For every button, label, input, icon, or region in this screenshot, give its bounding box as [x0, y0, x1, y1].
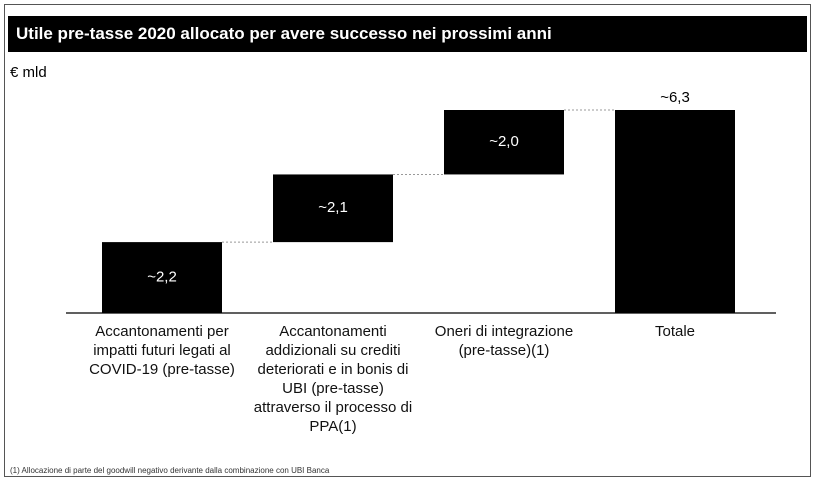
category-label: Accantonamenti addizionali su crediti de…: [253, 323, 413, 435]
value-label: ~2,0: [489, 133, 519, 150]
bar: [615, 110, 735, 313]
unit-label: € mld: [10, 64, 47, 81]
category-label: Accantonamenti per impatti futuri legati…: [89, 323, 235, 378]
category-label: Totale: [654, 323, 696, 340]
chart-title: Utile pre-tasse 2020 allocato per avere …: [8, 16, 807, 52]
footnote: (1) Allocazione di parte del goodwill ne…: [10, 466, 330, 475]
bar: [102, 242, 222, 313]
value-label: ~2,1: [318, 199, 348, 216]
bar: [444, 110, 564, 175]
category-label: Oneri di integrazione (pre-tasse)(1): [434, 323, 574, 359]
value-label: ~2,2: [147, 269, 177, 286]
bar: [273, 174, 393, 243]
value-label: ~6,3: [660, 89, 690, 106]
frame: [4, 4, 811, 477]
